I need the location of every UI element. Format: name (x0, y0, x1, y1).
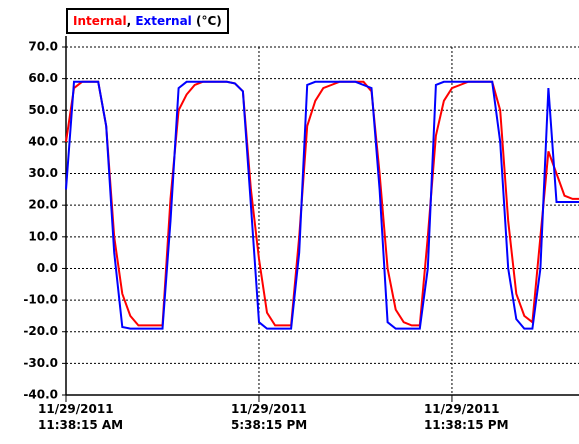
x-tick-label: 11/29/2011 11:38:15 PM (423, 402, 509, 432)
y-tick-label: -30.0 (23, 356, 58, 370)
x-tick-label: 11/29/2011 11:38:15 AM (38, 402, 124, 432)
legend-entry: Internal (73, 14, 127, 28)
y-tick-label: 10.0 (28, 229, 58, 243)
y-tick-label: -20.0 (23, 324, 58, 338)
y-tick-label: 30.0 (28, 166, 58, 180)
y-tick-label: 70.0 (28, 40, 58, 54)
y-tick-label: 40.0 (28, 134, 58, 148)
x-tick-label: 11/29/2011 5:38:15 PM (230, 402, 308, 432)
legend-unit: (°C) (195, 14, 222, 28)
y-tick-label: -10.0 (23, 293, 58, 307)
y-tick-label: 20.0 (28, 198, 58, 212)
legend-separator: , (126, 14, 132, 28)
series-line (65, 80, 579, 330)
y-tick-label: 60.0 (28, 71, 58, 85)
y-tick-label: -40.0 (23, 388, 58, 402)
legend-entry: External (135, 14, 192, 28)
legend: Internal, External (°C) (66, 8, 229, 34)
series-line (65, 80, 579, 327)
y-tick-label: 50.0 (28, 103, 58, 117)
y-tick-label: 0.0 (37, 261, 58, 275)
